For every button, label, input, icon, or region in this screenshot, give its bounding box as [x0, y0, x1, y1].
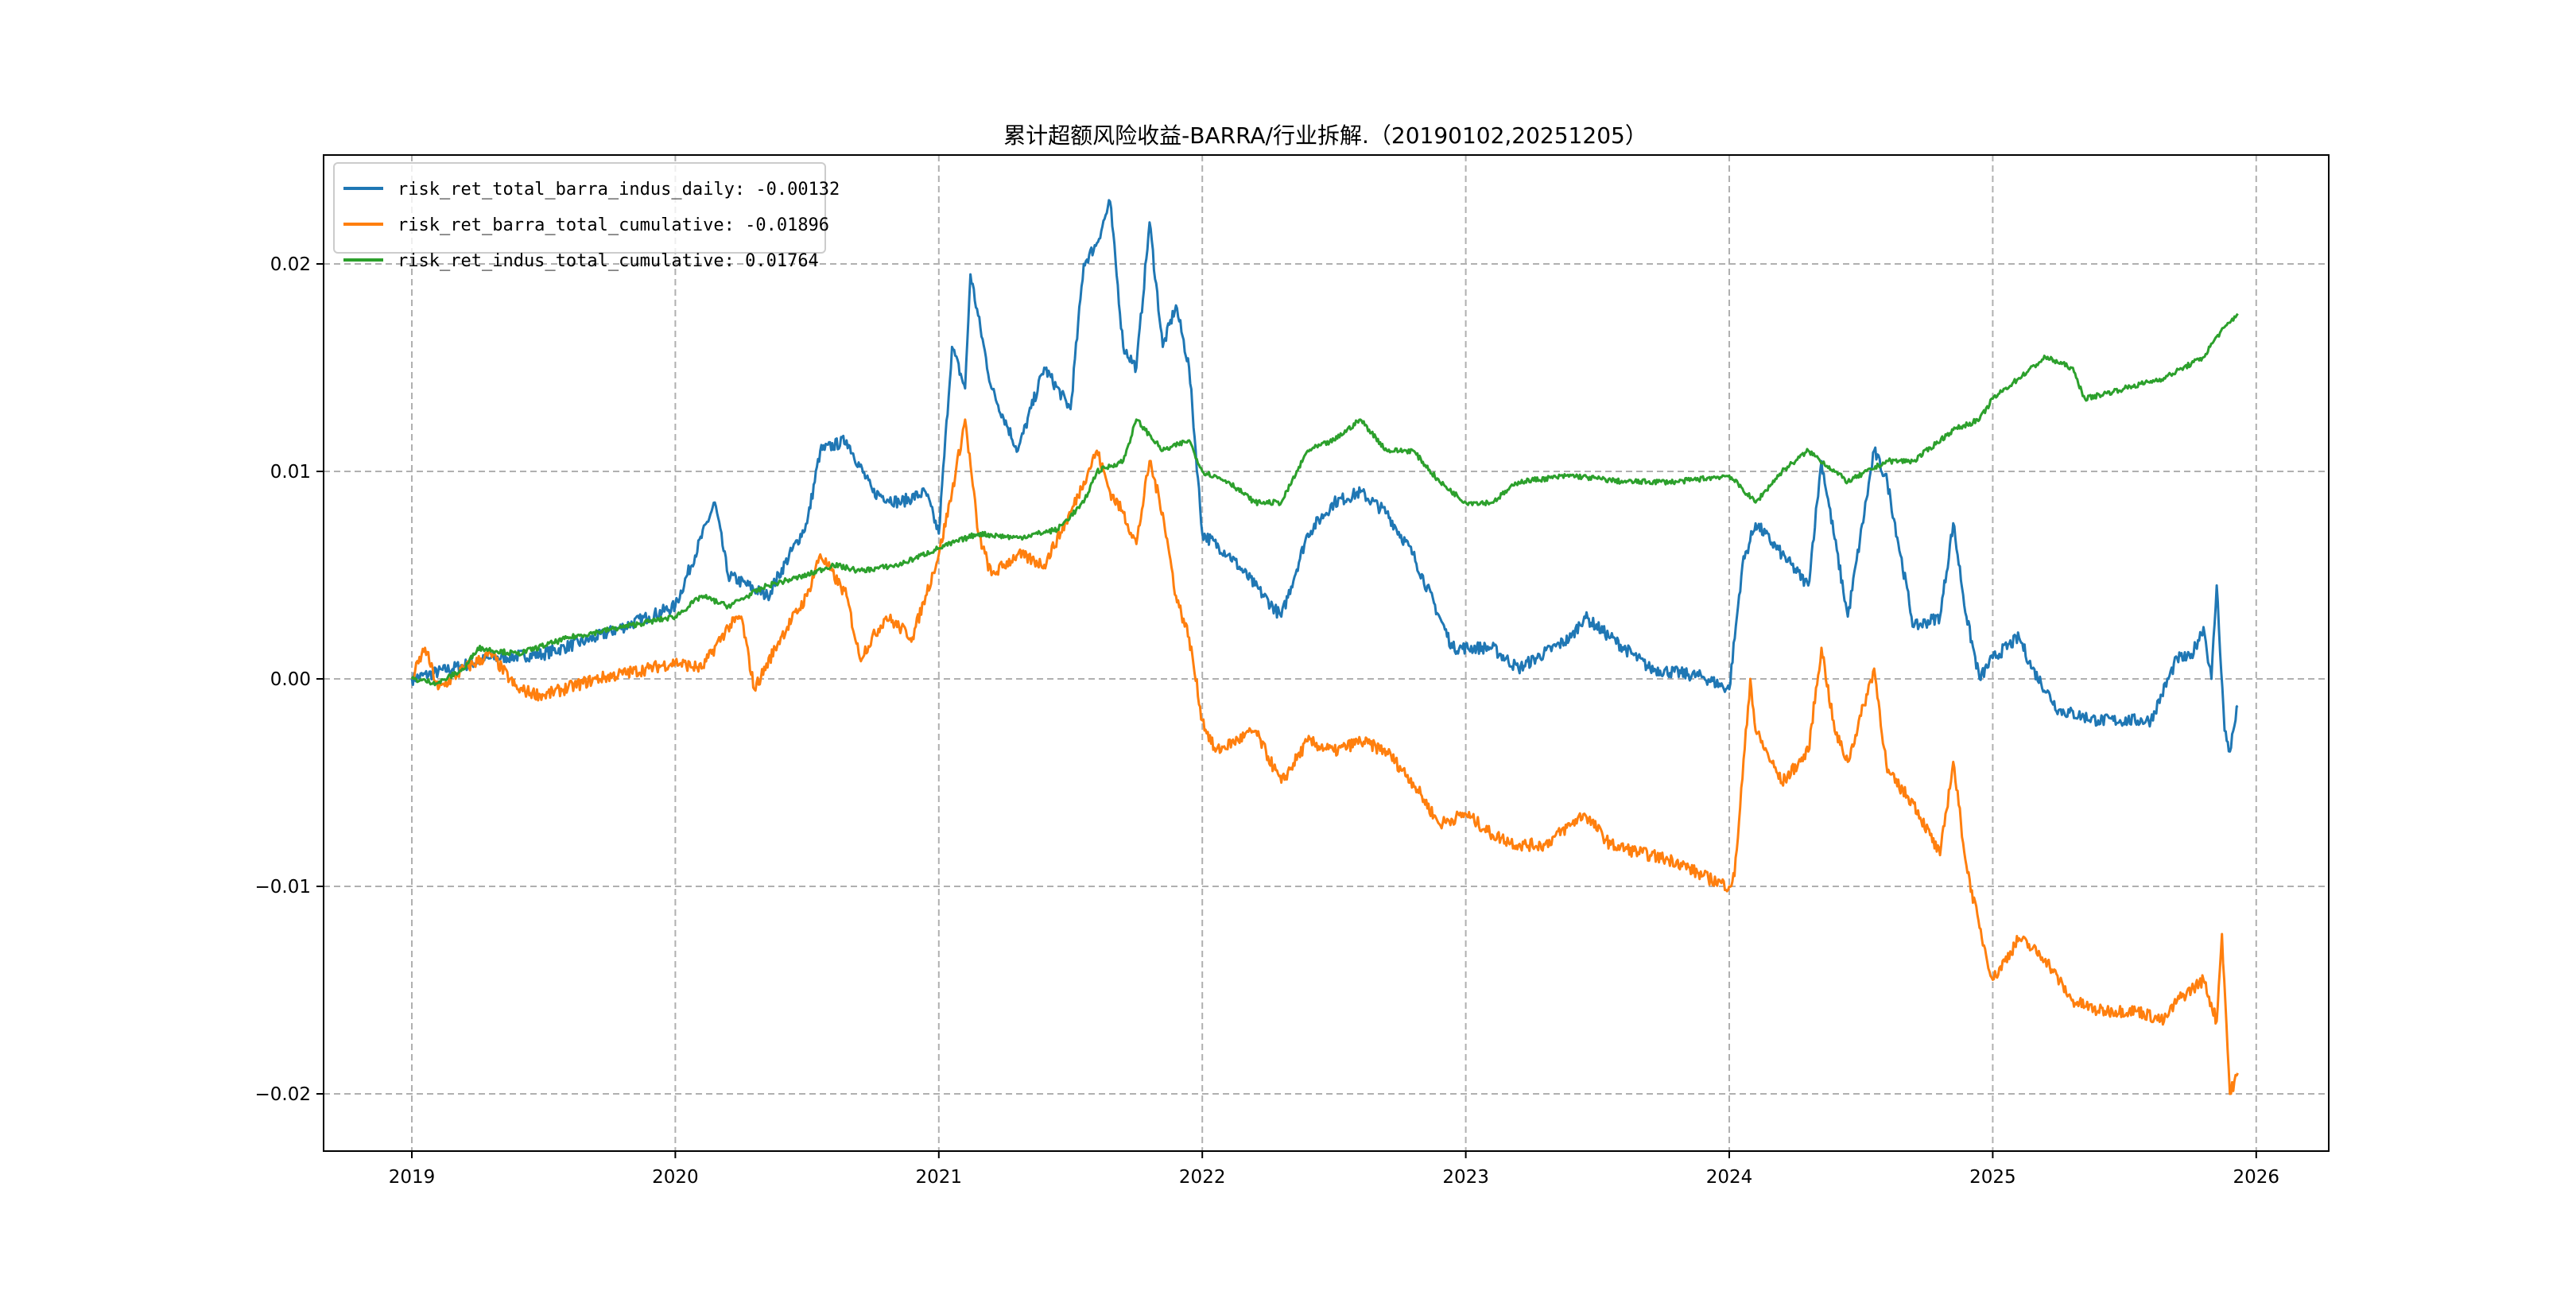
- chart-title: 累计超额风险收益-BARRA/行业拆解.（20190102,20251205）: [1003, 122, 1647, 149]
- legend-label-2: risk_ret_indus_total_cumulative: 0.01764: [398, 251, 819, 271]
- y-tick-label: 0.02: [270, 254, 311, 275]
- x-tick-label: 2025: [1969, 1167, 2016, 1188]
- x-tick-label: 2023: [1442, 1167, 1489, 1188]
- legend-label-0: risk_ret_total_barra_indus_daily: -0.001…: [398, 180, 840, 200]
- y-axis: 0.02 0.01 0.00 −0.01 −0.02: [255, 254, 324, 1105]
- series-line-2: [410, 312, 2239, 687]
- x-axis: 2019 2020 2021 2022 2023 2024 2025 2026: [389, 1151, 2279, 1188]
- y-tick-label: 0.01: [270, 462, 311, 483]
- y-tick-label: −0.01: [255, 877, 311, 897]
- legend: risk_ret_total_barra_indus_daily: -0.001…: [333, 162, 840, 271]
- y-tick-label: 0.00: [270, 669, 311, 690]
- x-tick-label: 2024: [1706, 1167, 1753, 1188]
- x-tick-label: 2019: [389, 1167, 436, 1188]
- y-tick-label: −0.02: [255, 1084, 311, 1105]
- x-tick-label: 2026: [2233, 1167, 2280, 1188]
- legend-box: [333, 162, 826, 254]
- x-tick-label: 2022: [1179, 1167, 1226, 1188]
- plot-frame: [323, 154, 2330, 1152]
- grid: [324, 155, 2329, 1151]
- x-tick-label: 2020: [652, 1167, 699, 1188]
- series-line-0: [410, 199, 2239, 753]
- x-tick-label: 2021: [916, 1167, 963, 1188]
- legend-label-1: risk_ret_barra_total_cumulative: -0.0189…: [398, 215, 829, 235]
- series-line-1: [411, 418, 2239, 1095]
- series-lines: [410, 199, 2239, 1095]
